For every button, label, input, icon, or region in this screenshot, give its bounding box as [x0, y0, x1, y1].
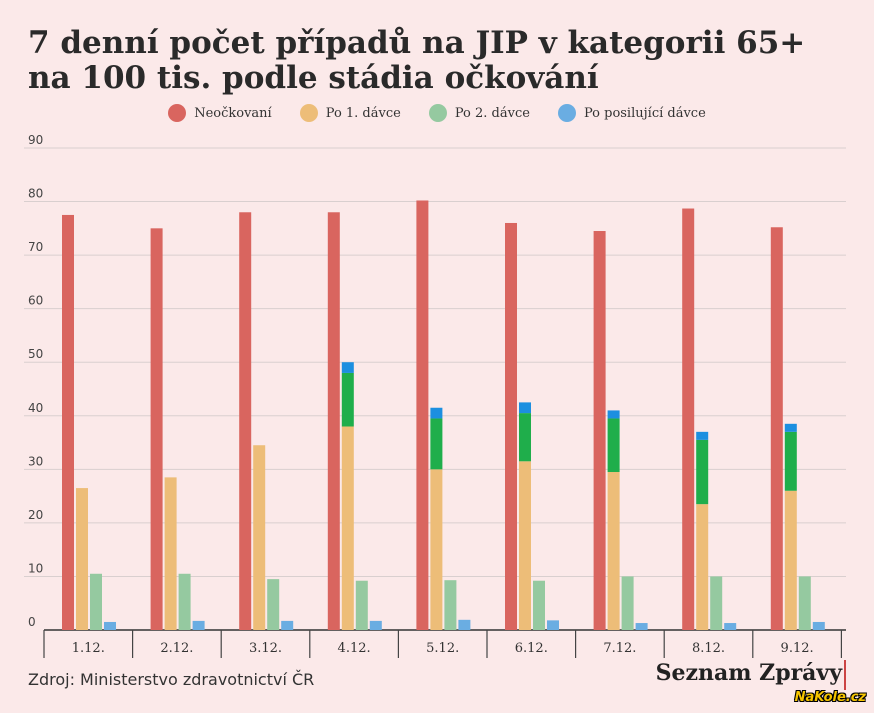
legend-swatch-neockovani	[168, 104, 187, 122]
annotation-green-segment	[430, 418, 443, 470]
x-tick-label: 7.12.	[603, 641, 636, 656]
bar	[444, 580, 457, 630]
y-tick-label: 60	[28, 294, 43, 308]
x-tick-label: 9.12.	[781, 641, 814, 656]
x-tick-label: 1.12.	[72, 641, 105, 656]
watermark: NaKole.cz	[794, 690, 866, 705]
chart-legend: Neočkovaní Po 1. dávce Po 2. dávce Po po…	[0, 104, 874, 122]
y-tick-label: 90	[28, 133, 43, 147]
bar	[458, 619, 471, 630]
bar	[519, 461, 531, 630]
annotation-green-segment	[341, 372, 354, 427]
legend-item-po-posilujici-davce: Po posilující dávce	[557, 104, 706, 122]
bar	[178, 573, 191, 630]
brand-accent-bar	[844, 660, 846, 690]
bar	[192, 620, 205, 630]
bar	[164, 477, 177, 630]
bar	[253, 445, 266, 630]
x-tick-label: 6.12.	[515, 641, 548, 656]
bar	[696, 504, 709, 630]
legend-swatch-po-2-davce	[428, 104, 447, 122]
legend-swatch-po-1-davce	[299, 104, 318, 122]
annotation-blue-segment	[607, 410, 620, 419]
bar	[682, 208, 695, 631]
bar	[281, 620, 294, 630]
bar	[239, 212, 252, 630]
bar	[593, 231, 606, 630]
y-tick-label: 10	[28, 561, 43, 575]
bar	[267, 579, 280, 630]
bar	[62, 214, 74, 630]
bar	[770, 227, 783, 631]
bar	[505, 222, 517, 630]
bar	[635, 623, 648, 630]
legend-swatch-po-posilujici-davce	[557, 104, 576, 122]
bar	[621, 576, 634, 630]
x-tick-label: 4.12.	[338, 641, 371, 656]
y-tick-label: 50	[28, 347, 43, 361]
bar	[798, 576, 811, 630]
x-tick-label: 8.12.	[692, 641, 725, 656]
bar	[416, 200, 429, 631]
chart-title-line1: 7 denní počet případů na JIP v kategorii…	[28, 25, 806, 61]
bar	[150, 228, 163, 631]
bar	[812, 621, 825, 630]
bar	[784, 490, 797, 630]
annotation-blue-segment	[430, 407, 443, 419]
annotation-green-segment	[519, 413, 531, 462]
annotation-green-segment	[607, 418, 620, 473]
bar	[547, 620, 559, 630]
bar	[724, 623, 737, 630]
annotation-blue-segment	[341, 362, 354, 373]
bar	[90, 573, 102, 630]
legend-item-neockovani: Neočkovaní	[168, 104, 272, 122]
chart-title: 7 denní počet případů na JIP v kategorii…	[28, 26, 858, 96]
legend-label-po-posilujici-davce: Po posilující dávce	[583, 105, 706, 121]
annotation-green-segment	[784, 431, 797, 491]
x-tick-label: 3.12.	[249, 641, 282, 656]
bar	[341, 426, 354, 630]
y-tick-label: 70	[28, 240, 43, 254]
annotation-blue-segment	[696, 431, 709, 440]
bar	[430, 469, 443, 630]
bar	[327, 212, 340, 630]
legend-label-neockovani: Neočkovaní	[194, 105, 272, 121]
legend-item-po-2-davce: Po 2. dávce	[428, 104, 530, 122]
x-tick-label: 2.12.	[160, 641, 193, 656]
brand-logo: Seznam Zprávy	[655, 660, 842, 686]
legend-label-po-1-davce: Po 1. dávce	[325, 105, 401, 121]
x-tick-label: 5.12.	[426, 641, 459, 656]
source-note: Zdroj: Ministerstvo zdravotnictví ČR	[28, 670, 315, 689]
y-tick-label: 0	[28, 615, 36, 629]
annotation-green-segment	[696, 439, 709, 505]
y-tick-label: 20	[28, 508, 43, 522]
bar	[369, 620, 382, 630]
chart-title-line2: na 100 tis. podle stádia očkování	[28, 60, 599, 96]
bar	[76, 488, 88, 630]
y-tick-label: 80	[28, 187, 43, 201]
bar	[355, 580, 368, 630]
bar	[710, 576, 723, 630]
legend-item-po-1-davce: Po 1. dávce	[299, 104, 401, 122]
y-tick-label: 30	[28, 454, 43, 468]
annotation-blue-segment	[784, 423, 797, 432]
bar	[533, 580, 545, 630]
bar	[607, 472, 620, 630]
bar	[104, 621, 116, 630]
legend-label-po-2-davce: Po 2. dávce	[454, 105, 530, 121]
annotation-blue-segment	[519, 402, 531, 414]
y-tick-label: 40	[28, 401, 43, 415]
